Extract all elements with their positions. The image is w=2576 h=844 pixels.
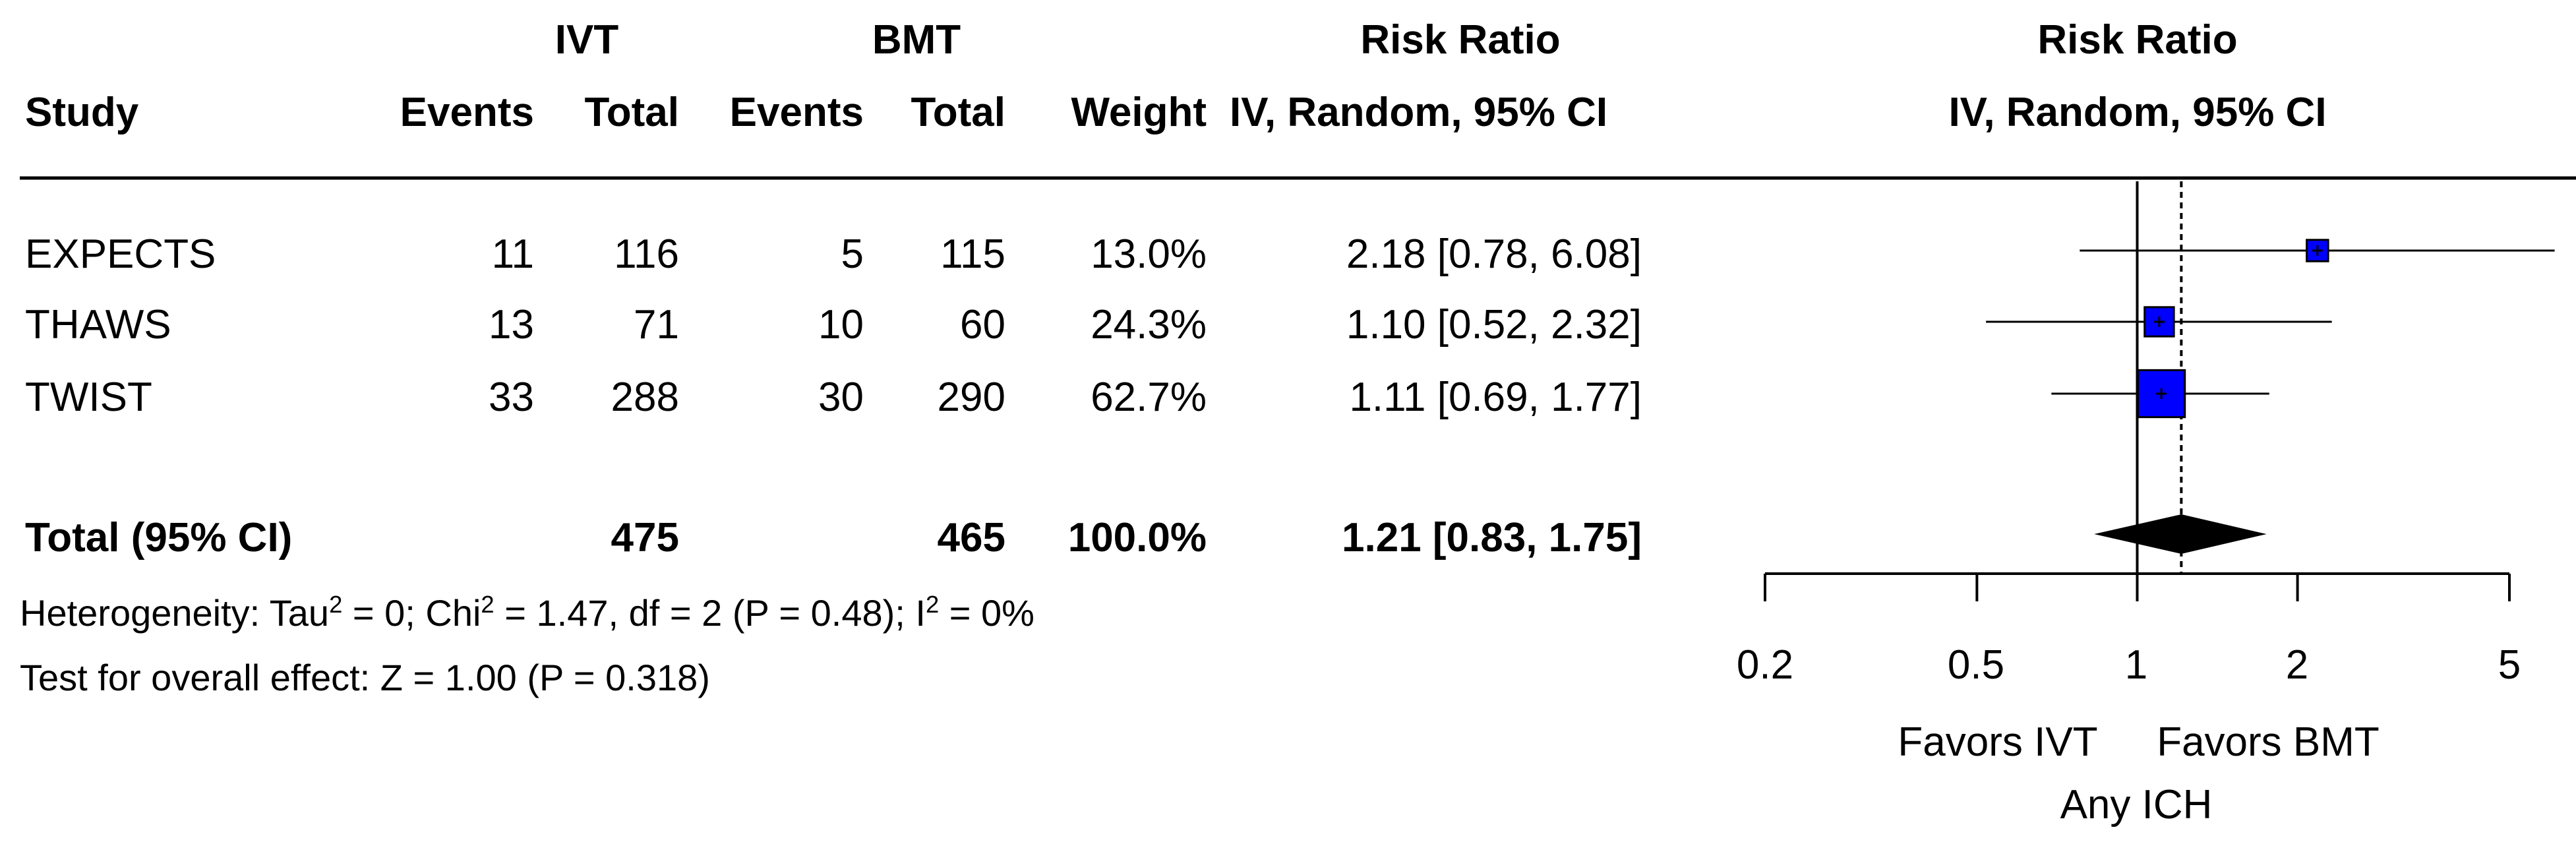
- tick-label: 1: [2124, 642, 2148, 688]
- bmt-events: 5: [841, 231, 864, 277]
- study-name: THAWS: [25, 302, 171, 347]
- total-label: Total (95% CI): [25, 515, 293, 560]
- bmt-total: 290: [937, 375, 1005, 420]
- header-ivt-total: Total: [584, 90, 680, 135]
- total-weight: 100.0%: [1067, 515, 1207, 560]
- bmt-total: 60: [960, 302, 1005, 347]
- weight: 13.0%: [1091, 231, 1207, 277]
- total-ci: 1.21 [0.83, 1.75]: [1342, 515, 1642, 560]
- risk-ratio-ci: 1.10 [0.52, 2.32]: [1346, 302, 1642, 347]
- header-study: Study: [25, 90, 139, 135]
- weight: 24.3%: [1091, 302, 1207, 347]
- heterogeneity-text: Heterogeneity: Tau2 = 0; Chi2 = 1.47, df…: [20, 590, 1034, 634]
- header-bmt-events: Events: [729, 90, 864, 135]
- bmt-events: 10: [818, 302, 864, 347]
- header-method: IV, Random, 95% CI: [1230, 90, 1608, 135]
- favors-right-label: Favors BMT: [2157, 719, 2380, 765]
- risk-ratio-ci: 2.18 [0.78, 6.08]: [1346, 231, 1642, 277]
- overall-effect-text: Test for overall effect: Z = 1.00 (P = 0…: [20, 657, 710, 698]
- tick-label: 0.5: [1947, 642, 2005, 688]
- ivt-events: 13: [489, 302, 534, 347]
- header-bmt-total: Total: [911, 90, 1006, 135]
- study-name: TWIST: [25, 375, 152, 420]
- ivt-events: 33: [489, 375, 534, 420]
- risk-ratio-ci: 1.11 [0.69, 1.77]: [1349, 375, 1642, 420]
- favors-left-label: Favors IVT: [1898, 719, 2098, 765]
- pooled-diamond: [2094, 514, 2267, 554]
- bmt-events: 30: [818, 375, 864, 420]
- tick-label: 2: [2285, 642, 2309, 688]
- ivt-events: 11: [491, 231, 534, 277]
- header-risk-ratio: Risk Ratio: [1360, 17, 1561, 63]
- bmt-total: 115: [940, 231, 1005, 277]
- tick-label: 5: [2498, 642, 2521, 688]
- header-weight: Weight: [1071, 90, 1207, 135]
- header-plot-method: IV, Random, 95% CI: [1948, 90, 2327, 135]
- x-axis-label: Any ICH: [2060, 782, 2213, 828]
- study-name: EXPECTS: [25, 231, 216, 277]
- ivt-total: 71: [634, 302, 679, 347]
- effect-box: [2306, 239, 2329, 262]
- header-bmt: BMT: [872, 17, 961, 63]
- header-ivt: IVT: [554, 17, 619, 63]
- header-ivt-events: Events: [400, 90, 534, 135]
- total-bmt: 465: [937, 515, 1005, 560]
- tick-label: 0.2: [1736, 642, 1794, 688]
- ivt-total: 116: [614, 231, 679, 277]
- ivt-total: 288: [611, 375, 679, 420]
- weight: 62.7%: [1091, 375, 1207, 420]
- total-ivt: 475: [611, 515, 679, 560]
- header-plot-title: Risk Ratio: [2037, 17, 2238, 63]
